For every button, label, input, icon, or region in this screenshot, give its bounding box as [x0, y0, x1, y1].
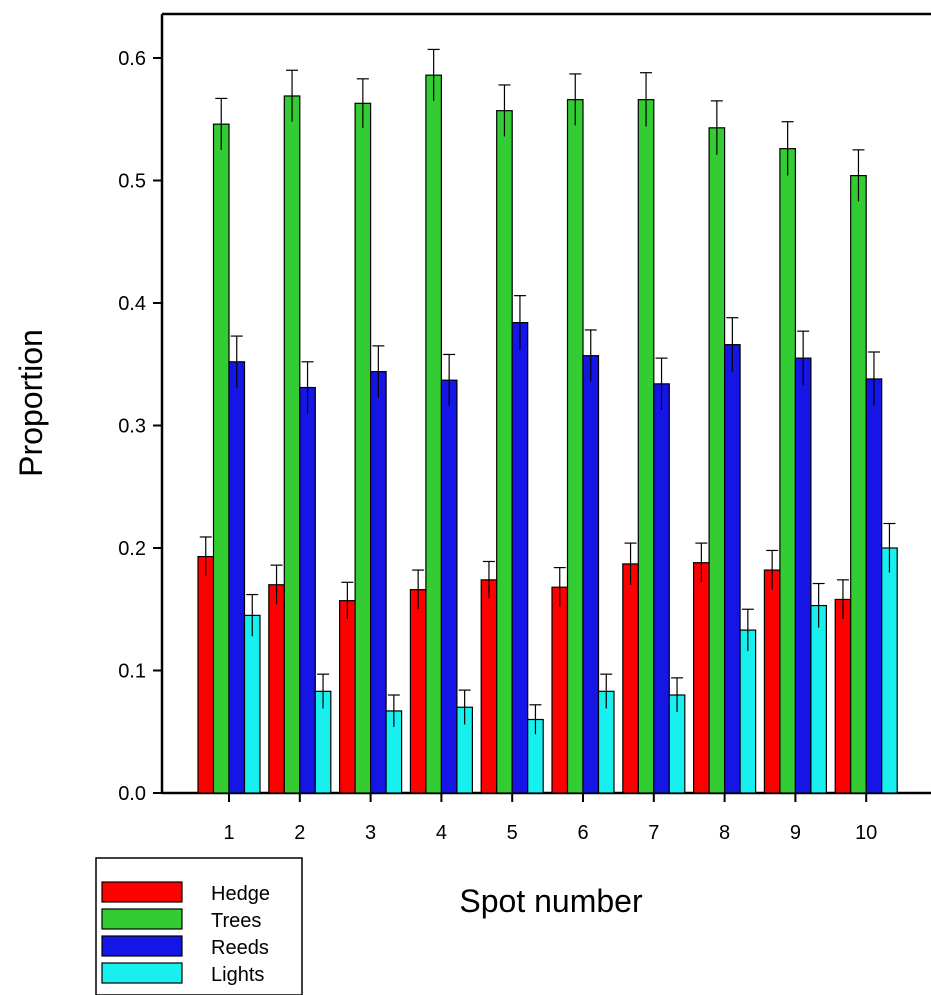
x-axis-ticks: 1 2 3 4 5 6 7 8 9 10 — [223, 793, 877, 844]
y-tick-label: 0.3 — [118, 416, 146, 438]
x-tick-label: 10 — [855, 822, 877, 844]
bar-reeds-8 — [723, 344, 741, 794]
bar-reeds-1 — [228, 361, 246, 794]
bar-trees-2 — [283, 95, 301, 794]
bar-lights-9 — [810, 604, 828, 794]
x-tick-label: 2 — [294, 822, 305, 844]
legend-label-reeds: Reeds — [211, 937, 269, 959]
bar-reeds-10 — [865, 378, 883, 794]
legend: Hedge Trees Reeds Lights — [95, 857, 303, 995]
legend-frame — [95, 857, 303, 995]
x-tick-label: 5 — [507, 822, 518, 844]
bar-trees-6 — [566, 99, 584, 794]
bar-trees-10 — [850, 175, 867, 794]
bar-trees-5 — [496, 110, 513, 794]
x-tick-label: 1 — [223, 822, 234, 844]
x-axis-label: Spot number — [459, 883, 643, 919]
y-tick-label: 0.0 — [118, 783, 146, 805]
bar-reeds-6 — [582, 355, 600, 794]
bar-reeds-7 — [653, 383, 670, 794]
y-tick-label: 0.1 — [118, 661, 146, 683]
bar-reeds-3 — [370, 371, 387, 794]
legend-swatch-lights — [101, 962, 183, 984]
bar-hedge-9 — [763, 569, 781, 794]
legend-swatch-trees — [101, 908, 183, 930]
y-tick-label: 0.6 — [118, 48, 146, 70]
bar-trees-8 — [708, 127, 726, 794]
bar-reeds-2 — [299, 386, 316, 794]
bar-hedge-6 — [551, 586, 569, 794]
error-bar-group — [199, 48, 896, 735]
bar-reeds-9 — [794, 357, 812, 794]
bar-hedge-2 — [268, 584, 285, 794]
bar-trees-1 — [212, 123, 230, 794]
bar-trees-7 — [637, 99, 655, 794]
bar-hedge-1 — [197, 555, 215, 794]
bar-trees-9 — [779, 148, 797, 794]
bar-hedge-10 — [834, 598, 852, 794]
x-tick-label: 8 — [719, 822, 730, 844]
legend-swatch-reeds — [101, 935, 183, 957]
legend-label-hedge: Hedge — [211, 883, 270, 905]
y-tick-label: 0.5 — [118, 171, 146, 193]
bar-lights-10 — [881, 547, 898, 794]
bar-reeds-5 — [511, 322, 529, 794]
bar-lights-1 — [243, 614, 261, 794]
bar-hedge-7 — [622, 563, 639, 794]
x-tick-label: 7 — [648, 822, 659, 844]
bar-trees-3 — [354, 102, 372, 794]
y-tick-label: 0.4 — [118, 293, 146, 315]
bar-hedge-3 — [339, 600, 356, 794]
bar-trees-4 — [425, 74, 442, 794]
bar-hedge-5 — [480, 579, 498, 794]
x-tick-label: 4 — [436, 822, 447, 844]
bar-reeds-4 — [440, 379, 458, 794]
x-tick-label: 9 — [790, 822, 801, 844]
bar-hedge-8 — [692, 562, 710, 794]
legend-label-lights: Lights — [211, 964, 264, 986]
bar-lights-8 — [739, 629, 757, 794]
x-tick-label: 3 — [365, 822, 376, 844]
y-axis-ticks: 0.0 0.1 0.2 0.3 0.4 0.5 0.6 — [118, 48, 162, 805]
y-axis-label: Proportion — [13, 329, 49, 477]
bar-hedge-4 — [409, 589, 427, 794]
legend-label-trees: Trees — [211, 910, 261, 932]
x-tick-label: 6 — [577, 822, 588, 844]
bar-series-group — [197, 74, 898, 794]
legend-swatch-hedge — [101, 881, 183, 903]
y-tick-label: 0.2 — [118, 538, 146, 560]
